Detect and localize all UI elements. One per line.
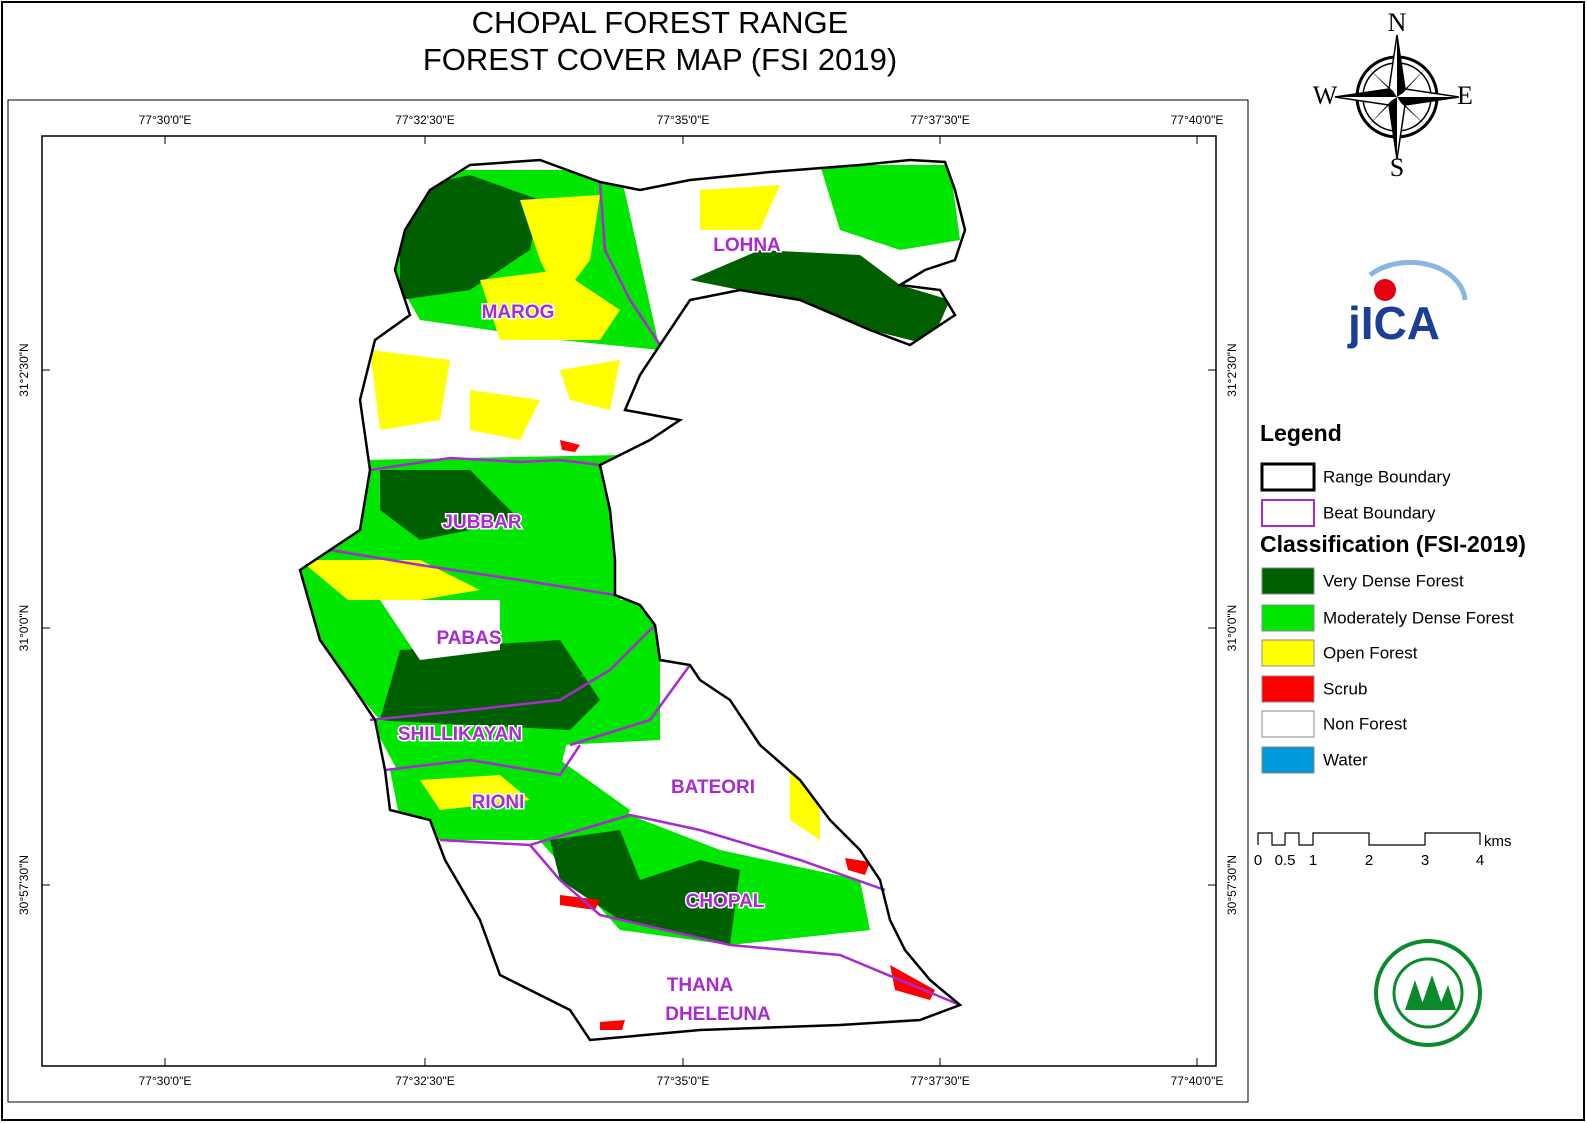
latitude-label: 30°57'30"N	[17, 855, 31, 915]
title-line: CHOPAL FOREST RANGE	[472, 5, 849, 40]
legend-swatch	[1261, 499, 1315, 527]
legend-swatch	[1260, 462, 1316, 492]
beat-label: THANA	[667, 975, 734, 996]
legend-swatch	[1261, 746, 1315, 774]
scale-label: 0	[1254, 852, 1262, 869]
beat-label: SHILLIKAYAN	[398, 724, 522, 745]
title-line: FOREST COVER MAP (FSI 2019)	[423, 42, 897, 77]
legend-label: Open Forest	[1323, 643, 1418, 662]
latitude-label: 30°57'30"N	[1225, 855, 1239, 915]
longitude-label: 77°37'30"E	[910, 1074, 969, 1088]
beat-label: RIONI	[472, 792, 525, 813]
beat-label: BATEORI	[671, 777, 755, 798]
compass-rose	[1334, 34, 1460, 160]
legend-swatch	[1261, 639, 1315, 667]
longitude-label: 77°35'0"E	[657, 113, 710, 127]
latitude-label: 31°2'30"N	[17, 343, 31, 396]
latitude-label: 31°0'0"N	[1225, 605, 1239, 652]
longitude-label: 77°40'0"E	[1171, 1074, 1224, 1088]
beat-label: CHOPAL	[686, 891, 765, 912]
legend-label: Water	[1323, 750, 1368, 769]
map-frame	[7, 99, 1249, 1103]
beat-label: MAROG	[482, 302, 555, 323]
scale-label: 4	[1476, 852, 1484, 869]
longitude-label: 77°32'30"E	[395, 113, 454, 127]
latitude-label: 31°2'30"N	[1225, 343, 1239, 396]
beat-boundaries	[329, 181, 961, 1007]
scale-label: 0.5	[1275, 852, 1296, 869]
legend-label: Moderately Dense Forest	[1323, 608, 1514, 627]
longitude-label: 77°35'0"E	[657, 1074, 710, 1088]
compass-n: N	[1388, 8, 1407, 37]
scale-label: 2	[1365, 852, 1373, 869]
legend-label: Scrub	[1323, 679, 1367, 698]
longitude-label: 77°40'0"E	[1171, 113, 1224, 127]
forest-emblem	[1374, 939, 1482, 1047]
scale-label: 3	[1421, 852, 1429, 869]
longitude-label: 77°30'0"E	[139, 113, 192, 127]
beat-label: LOHNA	[713, 235, 781, 256]
scale-unit: kms	[1484, 833, 1512, 850]
legend-swatch	[1261, 604, 1315, 632]
legend-label: Beat Boundary	[1323, 503, 1436, 522]
legend-label: Range Boundary	[1323, 467, 1451, 486]
beat-label: PABAS	[436, 628, 501, 649]
legend-subtitle: Classification (FSI-2019)	[1260, 531, 1526, 557]
legend-swatch	[1261, 710, 1315, 738]
compass-w: W	[1313, 81, 1338, 110]
latitude-label: 31°0'0"N	[17, 605, 31, 652]
longitude-label: 77°37'30"E	[910, 113, 969, 127]
beat-label: DHELEUNA	[665, 1004, 771, 1025]
forest-range	[298, 158, 967, 1042]
legend-label: Non Forest	[1323, 714, 1407, 733]
longitude-label: 77°32'30"E	[395, 1074, 454, 1088]
legend-swatch	[1261, 675, 1315, 703]
legend-title: Legend	[1260, 420, 1342, 446]
logo-text: jICA	[1347, 297, 1440, 349]
longitude-label: 77°30'0"E	[139, 1074, 192, 1088]
compass-s: S	[1390, 153, 1404, 182]
scale-bar	[1257, 832, 1481, 846]
scale-label: 1	[1309, 852, 1317, 869]
legend-swatch	[1261, 567, 1315, 595]
compass-e: E	[1457, 81, 1473, 110]
forest-cover	[300, 165, 960, 1030]
beat-label: JUBBAR	[442, 512, 521, 533]
legend-label: Very Dense Forest	[1323, 571, 1464, 590]
jica-logo: jICA	[1347, 259, 1468, 349]
